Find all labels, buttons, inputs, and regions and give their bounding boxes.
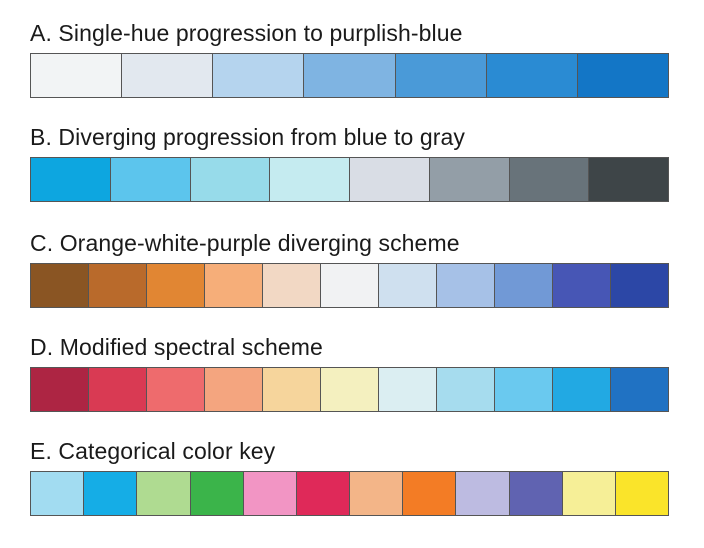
color-swatch: [84, 472, 138, 515]
scheme-c-swatches: [30, 263, 669, 308]
color-swatch: [350, 158, 430, 201]
scheme-c: C. Orange-white-purple diverging scheme: [30, 230, 669, 308]
color-swatch: [89, 368, 147, 411]
color-swatch: [137, 472, 191, 515]
color-swatch: [190, 472, 244, 515]
scheme-b-swatches: [30, 157, 669, 202]
color-swatch: [263, 264, 321, 307]
color-swatch: [379, 264, 437, 307]
color-swatch: [509, 472, 563, 515]
color-swatch: [321, 368, 379, 411]
color-swatch: [589, 158, 668, 201]
scheme-c-title: C. Orange-white-purple diverging scheme: [30, 230, 460, 256]
color-swatch: [270, 158, 350, 201]
color-swatch: [486, 54, 578, 97]
color-swatch: [553, 264, 611, 307]
color-swatch: [611, 368, 668, 411]
scheme-d: D. Modified spectral scheme: [30, 334, 669, 412]
color-swatch: [379, 368, 437, 411]
color-swatch: [611, 264, 668, 307]
color-swatch: [243, 472, 297, 515]
scheme-d-swatches: [30, 367, 669, 412]
color-swatch: [213, 54, 305, 97]
color-swatch: [110, 158, 191, 201]
color-swatch: [577, 54, 668, 97]
color-swatch: [403, 472, 457, 515]
color-swatch: [205, 368, 263, 411]
color-swatch: [31, 368, 89, 411]
scheme-d-title: D. Modified spectral scheme: [30, 334, 323, 360]
scheme-e: E. Categorical color key: [30, 438, 669, 516]
scheme-a-title: A. Single-hue progression to purplish-bl…: [30, 20, 463, 46]
color-swatch: [562, 472, 616, 515]
color-swatch: [509, 158, 590, 201]
color-swatch: [205, 264, 263, 307]
scheme-b-title: B. Diverging progression from blue to gr…: [30, 124, 466, 150]
color-swatch: [495, 368, 553, 411]
scheme-e-swatches: [30, 471, 669, 516]
color-swatch: [190, 158, 271, 201]
color-swatch: [31, 472, 85, 515]
color-swatch: [31, 54, 123, 97]
color-swatch: [495, 264, 553, 307]
color-swatch: [122, 54, 214, 97]
color-swatch: [89, 264, 147, 307]
color-swatch: [321, 264, 379, 307]
color-swatch: [395, 54, 487, 97]
color-swatch: [553, 368, 611, 411]
color-swatch: [437, 368, 495, 411]
color-swatch: [31, 158, 111, 201]
color-swatch: [296, 472, 351, 515]
color-swatch: [263, 368, 321, 411]
color-swatch: [350, 472, 404, 515]
scheme-a: A. Single-hue progression to purplish-bl…: [30, 20, 669, 98]
color-swatch: [31, 264, 89, 307]
color-swatch: [429, 158, 510, 201]
color-swatch: [147, 368, 205, 411]
color-swatch: [456, 472, 510, 515]
color-swatch: [615, 472, 669, 515]
scheme-b: B. Diverging progression from blue to gr…: [30, 124, 669, 202]
scheme-e-title: E. Categorical color key: [30, 438, 276, 464]
color-swatch: [304, 54, 396, 97]
color-swatch: [147, 264, 205, 307]
scheme-a-swatches: [30, 53, 669, 98]
color-swatch: [437, 264, 495, 307]
